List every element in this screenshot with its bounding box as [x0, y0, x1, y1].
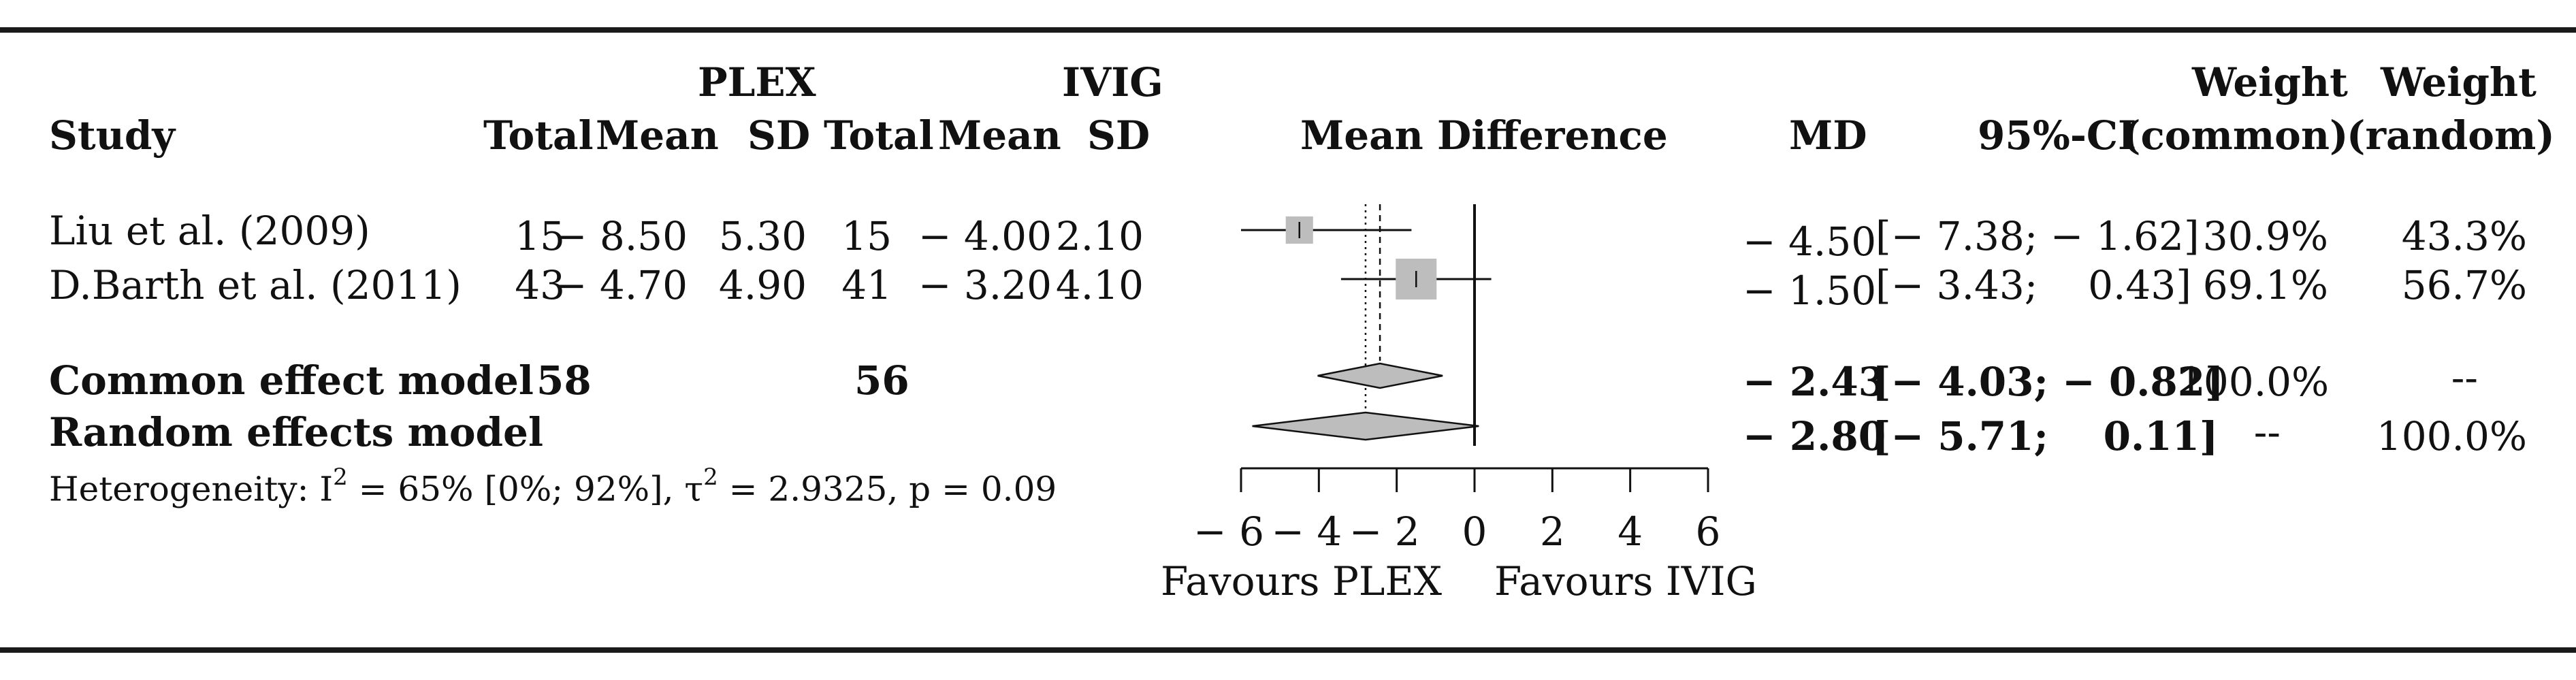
x-axis-tick-label: − 2 [1349, 508, 1420, 555]
common-weight-common: 100.0% [2178, 359, 2330, 405]
study-sd-ivig: 2.10 [1055, 213, 1144, 259]
heterogeneity-text: Heterogeneity: I2 = 65% [0%; 92%], τ2 = … [49, 466, 1057, 509]
study-name: Liu et al. (2009) [49, 208, 370, 254]
tau2-superscript: 2 [703, 464, 718, 491]
x-axis-tick-label: 4 [1617, 508, 1643, 555]
study-ci: [− 7.38; − 1.62] [1875, 213, 2200, 259]
common-total-ivig: 56 [854, 357, 909, 404]
header-plex: PLEX [698, 59, 816, 106]
study-sd-plex: 5.30 [718, 213, 807, 259]
header-weight-common: Weight [2192, 59, 2348, 106]
random-weight-random: 100.0% [2376, 413, 2527, 459]
x-axis-tick-label: 0 [1462, 508, 1487, 555]
top-rule [0, 27, 2576, 33]
study-total-plex: 15 [515, 213, 565, 259]
study-ci: [− 3.43; 0.43] [1875, 262, 2191, 308]
study-name: D.Barth et al. (2011) [49, 262, 462, 308]
bottom-rule [0, 647, 2576, 653]
random-md: − 2.80 [1743, 413, 1886, 459]
common-weight-random: -- [2451, 355, 2478, 401]
header-mean-2: Mean [938, 112, 1061, 159]
header-total-1: Total [483, 112, 594, 159]
study-weight-random: 43.3% [2401, 213, 2527, 259]
header-md: MD [1789, 112, 1867, 159]
study-md: − 4.50 [1743, 218, 1877, 265]
x-axis-tick-label: − 6 [1193, 508, 1264, 555]
header-sd-2: SD [1087, 112, 1150, 159]
study-md: − 1.50 [1743, 268, 1877, 314]
header-ci: 95%-CI [1978, 112, 2137, 159]
header-common: (common) [2122, 112, 2349, 159]
heterogeneity-tau: = 2.9325, p = 0.09 [718, 469, 1057, 509]
study-total-ivig: 41 [841, 262, 892, 308]
random-weight-common: -- [2253, 409, 2281, 455]
study-total-ivig: 15 [841, 213, 892, 259]
i2-superscript: 2 [333, 464, 348, 491]
x-axis-tick-label: 2 [1539, 508, 1565, 555]
favours-left-label: Favours PLEX [1161, 558, 1443, 604]
header-weight-random: Weight [2381, 59, 2537, 106]
heterogeneity-prefix: Heterogeneity: I [49, 469, 334, 509]
favours-right-label: Favours IVIG [1494, 558, 1757, 604]
header-total-2: Total [824, 112, 934, 159]
common-md: − 2.43 [1743, 359, 1886, 405]
study-total-plex: 43 [515, 262, 565, 308]
study-weight-common: 30.9% [2202, 213, 2328, 259]
header-plot-title: Mean Difference [1300, 112, 1668, 159]
study-weight-random: 56.7% [2401, 262, 2527, 308]
x-axis-tick-label: 6 [1695, 508, 1721, 555]
common-total-plex: 58 [536, 357, 592, 404]
header-ivig: IVIG [1062, 59, 1163, 106]
study-mean-ivig: − 3.20 [918, 262, 1052, 308]
study-sd-plex: 4.90 [718, 262, 807, 308]
random-effects-diamond [1252, 411, 1479, 441]
x-axis-tick-label: − 4 [1271, 508, 1342, 555]
common-effect-label: Common effect model [49, 357, 534, 404]
common-effect-diamond [1317, 362, 1443, 389]
heterogeneity-i2: = 65% [0%; 92%], τ [347, 469, 704, 509]
header-sd-1: SD [747, 112, 811, 159]
study-mean-plex: − 8.50 [553, 213, 688, 259]
header-study: Study [49, 112, 176, 159]
random-effects-label: Random effects model [49, 409, 543, 455]
study-weight-common: 69.1% [2202, 262, 2328, 308]
study-mean-plex: − 4.70 [553, 262, 688, 308]
study-sd-ivig: 4.10 [1055, 262, 1144, 308]
header-random: (random) [2347, 112, 2555, 159]
header-mean-1: Mean [596, 112, 719, 159]
common-ci: [− 4.03; − 0.82] [1872, 359, 2224, 405]
study-mean-ivig: − 4.00 [918, 213, 1052, 259]
random-ci: [− 5.71; 0.11] [1872, 413, 2219, 459]
